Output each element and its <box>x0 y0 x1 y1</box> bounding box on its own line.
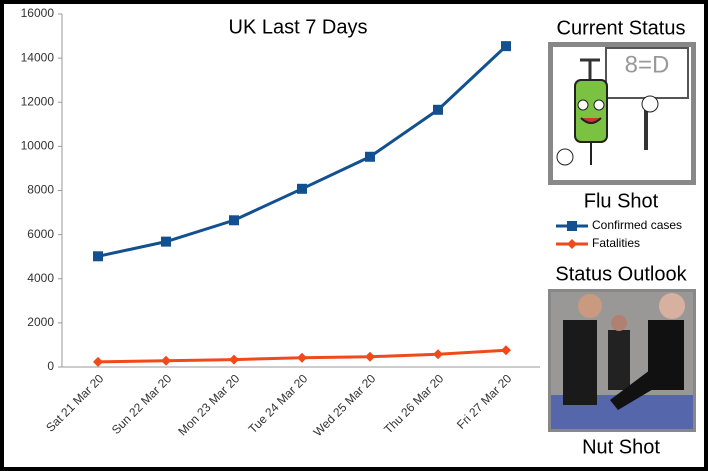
marker <box>297 352 307 363</box>
y-tick-label: 14000 <box>21 50 55 64</box>
marker <box>229 354 239 365</box>
y-tick-label: 0 <box>47 359 54 373</box>
marker <box>567 239 577 249</box>
y-tick-label: 4000 <box>27 271 54 285</box>
outlook-caption: Nut Shot <box>582 436 660 458</box>
marker <box>229 215 239 226</box>
sign-text: 8=D <box>625 51 670 78</box>
chart-title: UK Last 7 Days <box>229 16 368 38</box>
y-tick-label: 10000 <box>21 139 55 153</box>
current-caption: Flu Shot <box>584 190 659 212</box>
y-tick-label: 6000 <box>27 227 54 241</box>
legend-label: Confirmed cases <box>592 218 682 232</box>
marker <box>501 41 511 52</box>
outlook-heading: Status Outlook <box>555 263 687 285</box>
nut-shot-image <box>548 289 696 432</box>
marker <box>433 104 443 115</box>
y-tick-label: 16000 <box>21 6 55 20</box>
marker <box>93 251 103 262</box>
marker <box>365 351 375 362</box>
marker <box>161 355 171 366</box>
marker <box>93 356 103 367</box>
marker <box>501 345 511 356</box>
flu-shot-image <box>548 42 696 185</box>
marker <box>297 183 307 194</box>
y-tick-label: 8000 <box>27 183 54 197</box>
legend-label: Fatalities <box>592 236 640 250</box>
marker <box>365 151 375 162</box>
marker <box>567 221 577 231</box>
marker <box>161 236 171 247</box>
current-heading: Current Status <box>557 17 686 39</box>
marker <box>433 349 443 360</box>
y-tick-label: 12000 <box>21 94 55 108</box>
y-tick-label: 2000 <box>27 315 54 329</box>
